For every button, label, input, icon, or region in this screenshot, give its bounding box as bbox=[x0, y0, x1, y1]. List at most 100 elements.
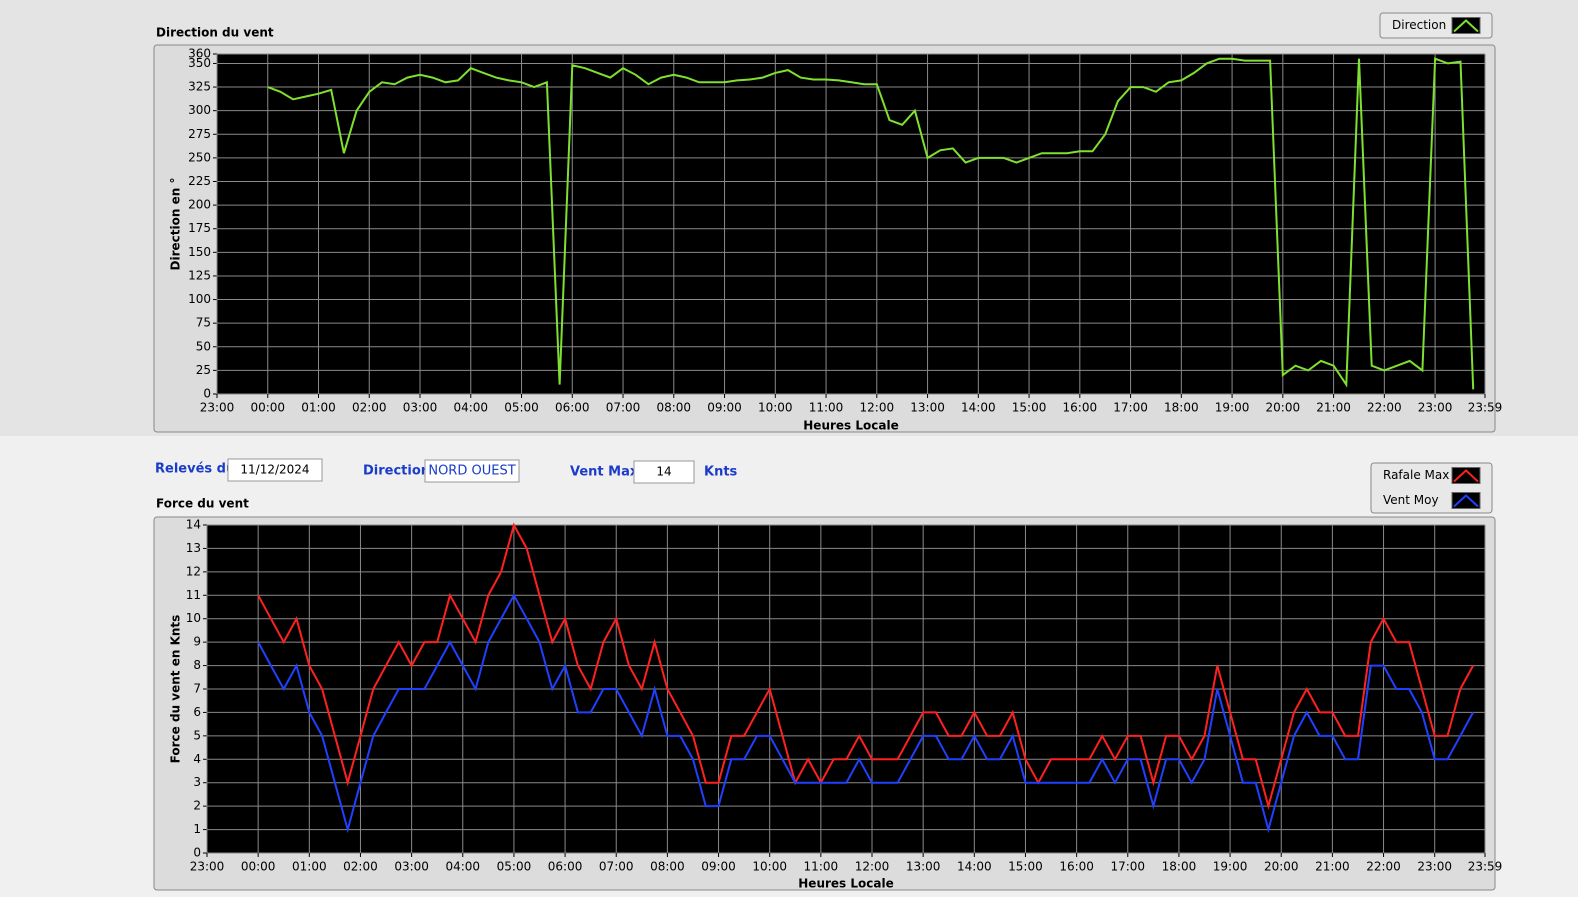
y-tick-label: 75 bbox=[196, 316, 211, 330]
y-tick-label: 6 bbox=[193, 705, 201, 719]
x-tick-label: 22:00 bbox=[1367, 401, 1402, 415]
y-tick-label: 0 bbox=[203, 387, 211, 401]
x-tick-label: 23:59 bbox=[1468, 401, 1503, 415]
x-tick-label: 07:00 bbox=[606, 401, 641, 415]
x-axis-title: Heures Locale bbox=[798, 877, 893, 891]
y-tick-label: 125 bbox=[188, 268, 211, 282]
x-tick-label: 09:00 bbox=[707, 401, 742, 415]
x-tick-label: 04:00 bbox=[445, 860, 480, 874]
y-tick-label: 10 bbox=[186, 611, 201, 625]
y-tick-label: 300 bbox=[188, 103, 211, 117]
x-tick-label: 23:00 bbox=[200, 401, 235, 415]
x-tick-label: 00:00 bbox=[250, 401, 285, 415]
legend-swatch-bg bbox=[1451, 492, 1481, 509]
y-axis-title: Force du vent en Knts bbox=[169, 615, 183, 764]
legend-swatch bbox=[1453, 494, 1479, 508]
x-tick-label: 17:00 bbox=[1110, 860, 1145, 874]
x-tick-label: 20:00 bbox=[1264, 860, 1299, 874]
x-tick-label: 02:00 bbox=[343, 860, 378, 874]
vent-max-value: 14 bbox=[656, 465, 671, 479]
legend-label: Rafale Max bbox=[1383, 468, 1449, 482]
legend-swatch bbox=[1453, 469, 1479, 483]
x-tick-label: 18:00 bbox=[1164, 401, 1199, 415]
y-axis-title: Direction en ° bbox=[169, 178, 183, 271]
x-tick-label: 14:00 bbox=[957, 860, 992, 874]
direction-label: Direction bbox=[363, 464, 430, 479]
y-tick-label: 5 bbox=[193, 728, 201, 742]
plot-area bbox=[217, 54, 1485, 394]
legend-swatch-bg bbox=[1451, 467, 1481, 484]
x-tick-label: 23:00 bbox=[1417, 860, 1452, 874]
x-tick-label: 19:00 bbox=[1213, 860, 1248, 874]
x-tick-label: 08:00 bbox=[656, 401, 691, 415]
x-tick-label: 19:00 bbox=[1215, 401, 1250, 415]
x-tick-label: 14:00 bbox=[961, 401, 996, 415]
direction-value: NORD OUEST bbox=[428, 464, 515, 479]
y-tick-label: 175 bbox=[188, 221, 211, 235]
x-tick-label: 05:00 bbox=[497, 860, 532, 874]
direction-field[interactable] bbox=[424, 459, 520, 483]
y-tick-label: 11 bbox=[186, 588, 201, 602]
y-tick-label: 250 bbox=[188, 150, 211, 164]
date-field[interactable] bbox=[227, 458, 323, 482]
x-tick-label: 08:00 bbox=[650, 860, 685, 874]
unit-label: Knts bbox=[704, 465, 738, 480]
series-line bbox=[257, 522, 1474, 810]
y-tick-label: 350 bbox=[188, 56, 211, 70]
x-tick-label: 06:00 bbox=[548, 860, 583, 874]
y-tick-label: 325 bbox=[188, 80, 211, 94]
x-tick-label: 03:00 bbox=[394, 860, 429, 874]
chart-title: Force du vent bbox=[156, 497, 249, 511]
y-tick-label: 12 bbox=[186, 564, 201, 578]
x-tick-label: 13:00 bbox=[910, 401, 945, 415]
x-tick-label: 07:00 bbox=[599, 860, 634, 874]
y-tick-label: 7 bbox=[193, 682, 201, 696]
legend-label: Direction bbox=[1392, 18, 1446, 32]
x-tick-label: 10:00 bbox=[758, 401, 793, 415]
y-tick-label: 275 bbox=[188, 127, 211, 141]
y-tick-label: 225 bbox=[188, 174, 211, 188]
y-tick-label: 8 bbox=[193, 658, 201, 672]
y-tick-label: 2 bbox=[193, 799, 201, 813]
x-tick-label: 15:00 bbox=[1008, 860, 1043, 874]
y-tick-label: 200 bbox=[188, 198, 211, 212]
vent-max-field[interactable] bbox=[633, 460, 695, 484]
y-tick-label: 0 bbox=[193, 846, 201, 860]
x-tick-label: 12:00 bbox=[855, 860, 890, 874]
x-tick-label: 01:00 bbox=[292, 860, 327, 874]
legend-swatch bbox=[1453, 19, 1479, 33]
legend-swatch-bg bbox=[1451, 17, 1481, 34]
legend-label: Vent Moy bbox=[1383, 493, 1439, 507]
x-tick-label: 20:00 bbox=[1266, 401, 1301, 415]
x-tick-label: 12:00 bbox=[860, 401, 895, 415]
y-tick-label: 100 bbox=[188, 292, 211, 306]
y-tick-label: 13 bbox=[186, 541, 201, 555]
series-line bbox=[267, 57, 1475, 390]
x-tick-label: 05:00 bbox=[504, 401, 539, 415]
vent-max-label: Vent Max bbox=[570, 465, 639, 480]
x-tick-label: 02:00 bbox=[352, 401, 387, 415]
x-tick-label: 16:00 bbox=[1063, 401, 1098, 415]
x-tick-label: 09:00 bbox=[701, 860, 736, 874]
x-tick-label: 21:00 bbox=[1316, 401, 1351, 415]
date-value: 11/12/2024 bbox=[240, 463, 309, 477]
x-tick-label: 01:00 bbox=[301, 401, 336, 415]
x-tick-label: 13:00 bbox=[906, 860, 941, 874]
x-tick-label: 21:00 bbox=[1315, 860, 1350, 874]
x-tick-label: 17:00 bbox=[1113, 401, 1148, 415]
x-tick-label: 15:00 bbox=[1012, 401, 1047, 415]
x-tick-label: 23:00 bbox=[190, 860, 225, 874]
date-label: Relevés du bbox=[155, 462, 235, 477]
x-axis-title: Heures Locale bbox=[803, 419, 898, 433]
x-tick-label: 23:00 bbox=[1418, 401, 1453, 415]
y-tick-label: 25 bbox=[196, 363, 211, 377]
y-tick-label: 360 bbox=[188, 47, 211, 61]
y-tick-label: 1 bbox=[193, 822, 201, 836]
x-tick-label: 06:00 bbox=[555, 401, 590, 415]
chart-title: Direction du vent bbox=[156, 26, 274, 40]
x-tick-label: 11:00 bbox=[804, 860, 839, 874]
x-tick-label: 18:00 bbox=[1162, 860, 1197, 874]
y-tick-label: 14 bbox=[186, 518, 201, 532]
x-tick-label: 16:00 bbox=[1059, 860, 1094, 874]
